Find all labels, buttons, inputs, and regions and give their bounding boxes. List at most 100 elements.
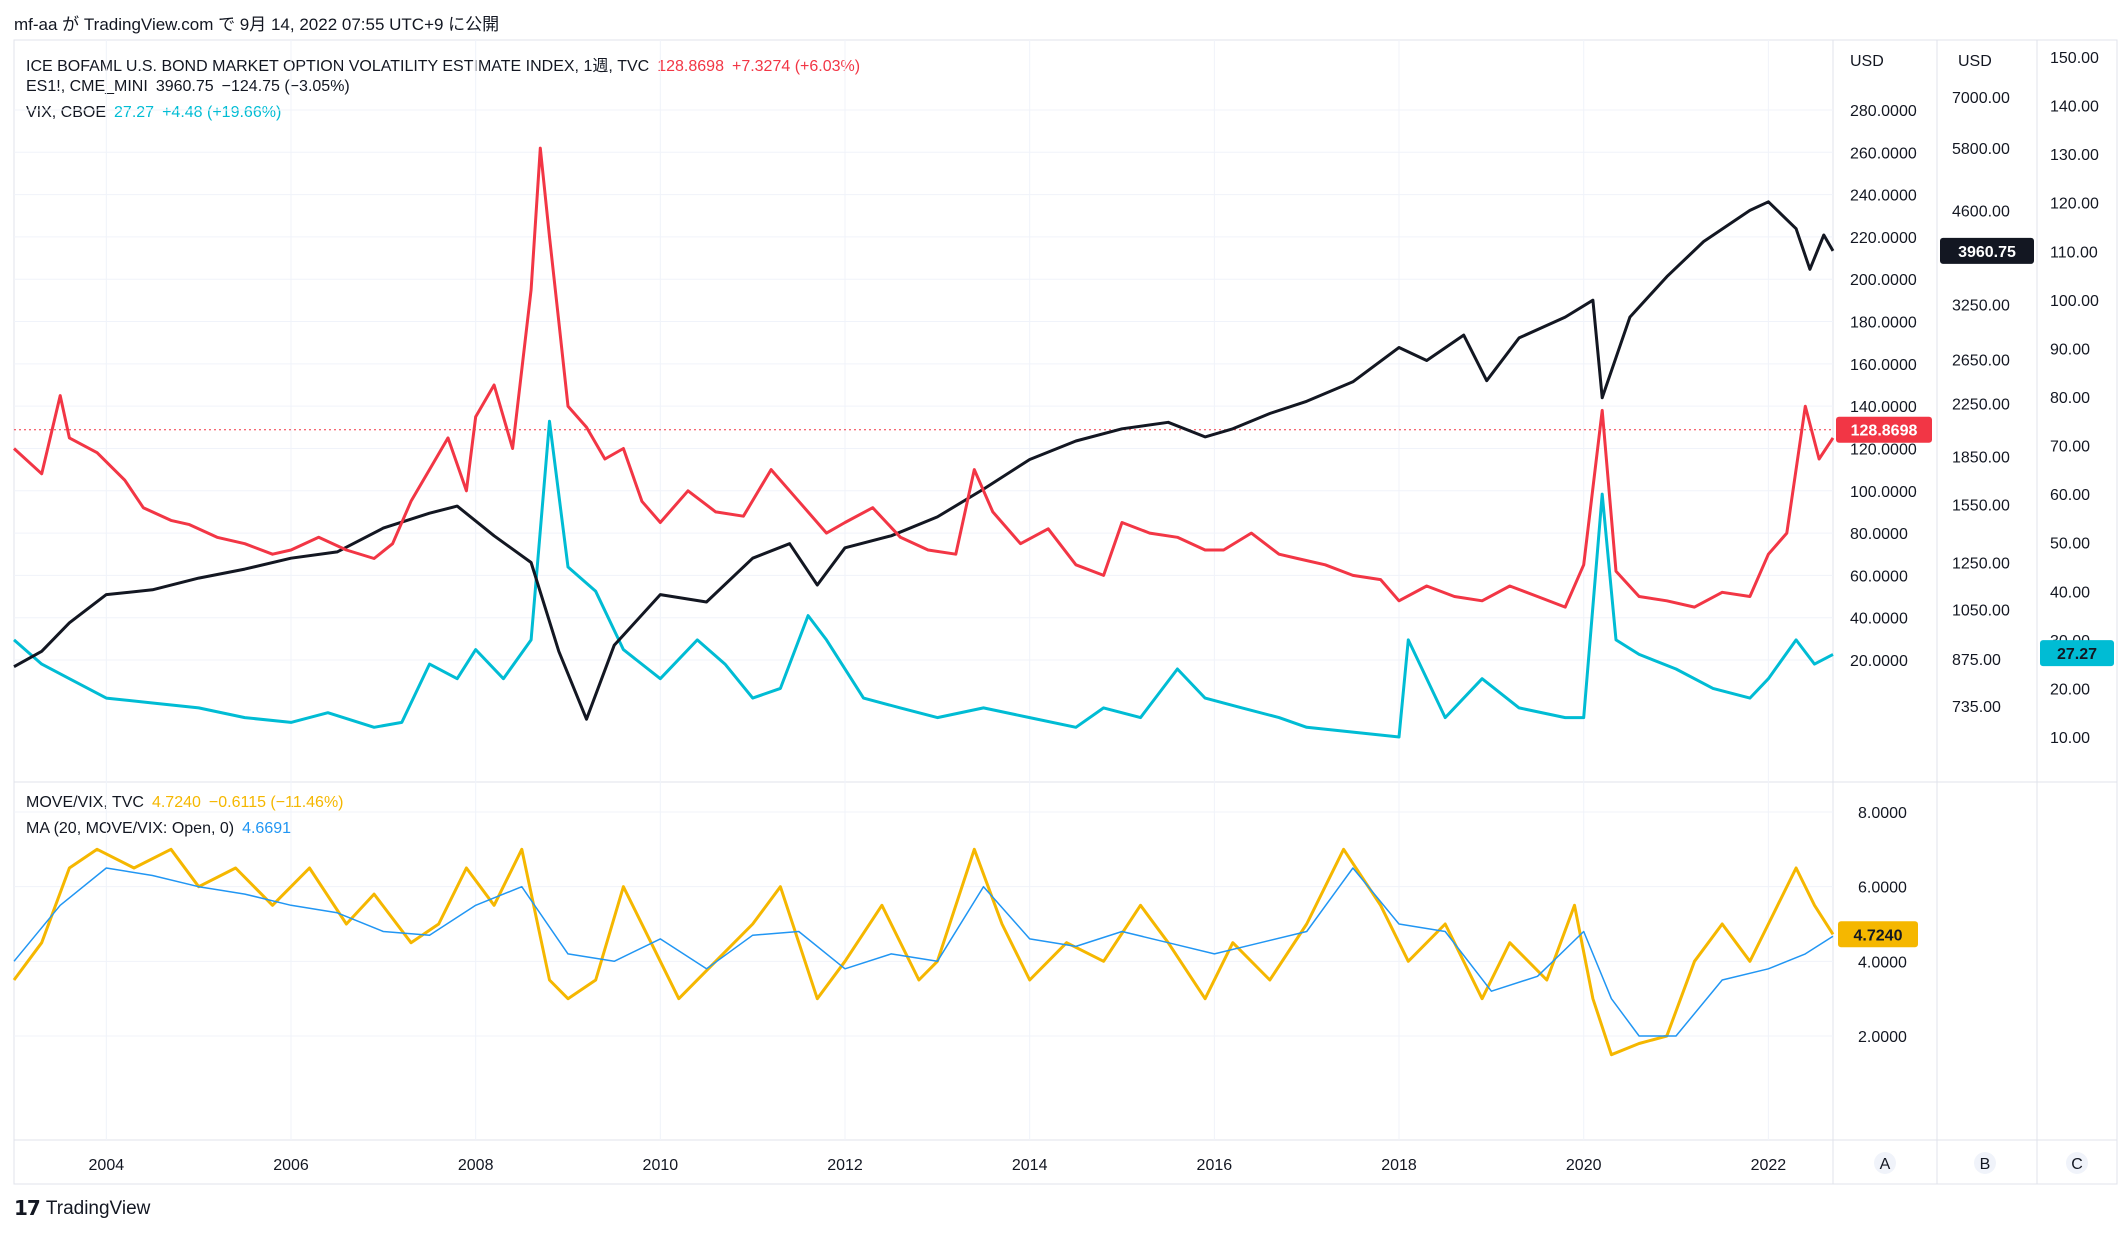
scale-a-tick: 160.0000 bbox=[1850, 357, 1917, 374]
scale-a-badge-text: 128.8698 bbox=[1851, 423, 1918, 440]
scale-bottom-tick: 4.0000 bbox=[1858, 954, 1907, 971]
footer-brand[interactable]: 𝟭𝟳 TradingView bbox=[14, 1196, 150, 1221]
legend-ratio-value: 4.7240 bbox=[151, 794, 201, 811]
tradingview-logo-icon: 𝟭𝟳 bbox=[14, 1198, 41, 1220]
legend-ratio-change: −0.6115 (−11.46%) bbox=[208, 794, 344, 811]
x-axis-tick: 2018 bbox=[1381, 1157, 1417, 1174]
legend-move-name: ICE BOFAML U.S. BOND MARKET OPTION VOLAT… bbox=[26, 58, 650, 75]
x-axis-tick: 2004 bbox=[89, 1157, 125, 1174]
scale-a-tick: 20.0000 bbox=[1850, 653, 1908, 670]
scale-a-tick: 80.0000 bbox=[1850, 526, 1908, 543]
scale-letter-bg bbox=[1974, 1152, 1996, 1174]
scale-c-tick: 150.00 bbox=[2050, 50, 2099, 67]
outer-border bbox=[13, 39, 2118, 1185]
scale-c-badge-bg bbox=[2040, 640, 2114, 667]
scale-c-tick: 50.00 bbox=[2050, 536, 2090, 553]
scale-a-currency: USD bbox=[1850, 53, 1884, 70]
scale-a-tick: 120.0000 bbox=[1850, 441, 1917, 458]
scale-b-tick: 4600.00 bbox=[1952, 203, 2010, 220]
scale-bottom-badge-bg bbox=[1838, 921, 1918, 948]
scale-c-tick: 110.00 bbox=[2050, 244, 2098, 261]
legend-vix-value: 27.27 bbox=[114, 104, 155, 121]
scale-letter-b: B bbox=[1980, 1156, 1991, 1173]
scale-b-badge-bg bbox=[1940, 237, 2034, 264]
scale-c-tick: 140.00 bbox=[2050, 99, 2099, 116]
series-line-es1-cme-mini bbox=[13, 200, 1835, 721]
legend-bottom-ratio: MOVE/VIX, TVC 4.7240 −0.6115 (−11.46%) bbox=[26, 794, 352, 812]
legend-bottom-ma: MA (20, MOVE/VIX: Open, 0) 4.6691 bbox=[26, 820, 299, 838]
scale-b-tick: 735.00 bbox=[1952, 699, 2001, 716]
x-axis-tick: 2006 bbox=[273, 1157, 309, 1174]
scale-bottom-tick: 2.0000 bbox=[1858, 1029, 1907, 1046]
legend-top-vix: VIX, CBOE 27.27 +4.48 (+19.66%) bbox=[26, 104, 289, 122]
scale-b-tick: 1050.00 bbox=[1952, 603, 2010, 620]
series-layer bbox=[12, 146, 1835, 1057]
scale-a-tick: 100.0000 bbox=[1850, 484, 1917, 501]
legend-es-value: 3960.75 bbox=[155, 78, 214, 95]
scale-bottom-tick: 6.0000 bbox=[1858, 880, 1907, 897]
scale-c-tick: 100.00 bbox=[2050, 293, 2099, 310]
scale-b-tick: 1550.00 bbox=[1952, 497, 2010, 514]
scale-a-tick: 60.0000 bbox=[1850, 568, 1908, 585]
scale-a-tick: 140.0000 bbox=[1850, 399, 1917, 416]
scale-c-tick: 70.00 bbox=[2050, 439, 2090, 456]
scale-a-tick: 280.0000 bbox=[1850, 103, 1917, 120]
legend-ma-value: 4.6691 bbox=[242, 820, 292, 837]
scale-b-badge-text: 3960.75 bbox=[1958, 244, 2016, 261]
legend-vix-change: +4.48 (+19.66%) bbox=[162, 104, 282, 121]
scale-c-tick: 60.00 bbox=[2050, 487, 2090, 504]
scale-c-tick: 80.00 bbox=[2050, 390, 2090, 407]
legend-vix-name: VIX, CBOE bbox=[26, 104, 107, 121]
series-line-move-vix-tvc bbox=[12, 847, 1835, 1057]
scale-b-tick: 1850.00 bbox=[1952, 450, 2010, 467]
scale-a-tick: 260.0000 bbox=[1850, 145, 1917, 162]
scale-a-badge-bg bbox=[1836, 416, 1932, 443]
x-axis-tick: 2012 bbox=[827, 1157, 863, 1174]
legend-ma-name: MA (20, MOVE/VIX: Open, 0) bbox=[26, 820, 235, 837]
x-axis-tick: 2010 bbox=[643, 1157, 679, 1174]
x-axis-tick: 2008 bbox=[458, 1157, 494, 1174]
scale-c-tick: 120.00 bbox=[2050, 196, 2099, 213]
legend-move-change: +7.3274 (+6.03%) bbox=[731, 58, 861, 75]
scale-b-tick: 7000.00 bbox=[1952, 90, 2010, 107]
scale-c-tick: 130.00 bbox=[2050, 147, 2099, 164]
scale-c-badge-text: 27.27 bbox=[2057, 646, 2097, 663]
scale-a-tick: 40.0000 bbox=[1850, 611, 1908, 628]
scale-bottom-badge-text: 4.7240 bbox=[1854, 927, 1903, 944]
scale-c-tick: 40.00 bbox=[2050, 584, 2090, 601]
legend-es-change: −124.75 (−3.05%) bbox=[221, 78, 350, 95]
scale-b-tick: 5800.00 bbox=[1952, 141, 2010, 158]
scale-c-badge: 27.27 bbox=[2040, 640, 2114, 667]
scale-b-currency: USD bbox=[1958, 53, 1992, 70]
x-axis-tick: 2022 bbox=[1751, 1157, 1787, 1174]
scale-b-tick: 2250.00 bbox=[1952, 397, 2010, 414]
legend-es-name: ES1!, CME_MINI bbox=[26, 78, 148, 95]
scale-c-tick: 10.00 bbox=[2050, 730, 2090, 747]
scale-letter-c: C bbox=[2071, 1156, 2083, 1173]
publish-header: mf-aa が TradingView.com で 9月 14, 2022 07… bbox=[14, 15, 500, 34]
scale-letter-bg bbox=[1874, 1152, 1896, 1174]
scale-a-tick: 200.0000 bbox=[1850, 272, 1917, 289]
legend-top-move: ICE BOFAML U.S. BOND MARKET OPTION VOLAT… bbox=[26, 52, 868, 76]
scale-b-tick: 2650.00 bbox=[1952, 352, 2010, 369]
scale-a-tick: 220.0000 bbox=[1850, 230, 1917, 247]
x-axis-tick: 2020 bbox=[1566, 1157, 1602, 1174]
scale-letter-bg bbox=[2066, 1152, 2088, 1174]
scale-bottom-badge: 4.7240 bbox=[1838, 921, 1918, 948]
scale-b-tick: 1250.00 bbox=[1952, 556, 2010, 573]
scale-bottom-tick: 8.0000 bbox=[1858, 805, 1907, 822]
legend-top-es: ES1!, CME_MINI 3960.75 −124.75 (−3.05%) bbox=[26, 78, 358, 96]
scale-c-tick: 20.00 bbox=[2050, 681, 2090, 698]
scale-letter-a: A bbox=[1880, 1156, 1891, 1173]
scale-c-tick: 90.00 bbox=[2050, 341, 2090, 358]
footer-brand-label: TradingView bbox=[45, 1197, 151, 1219]
scale-b-badge: 3960.75 bbox=[1940, 237, 2034, 264]
x-axis-tick: 2014 bbox=[1012, 1157, 1048, 1174]
scale-b-tick: 875.00 bbox=[1952, 652, 2001, 669]
scale-a-tick: 180.0000 bbox=[1850, 315, 1917, 332]
series-line-ice-bofaml-u-s-bond-market-option-volatility-estimate-index bbox=[12, 146, 1835, 609]
scale-a-badge: 128.8698 bbox=[1836, 416, 1932, 443]
series-line-vix-cboe bbox=[13, 419, 1834, 739]
series-line-ma-20-move-vix-open-0 bbox=[13, 867, 1834, 1037]
